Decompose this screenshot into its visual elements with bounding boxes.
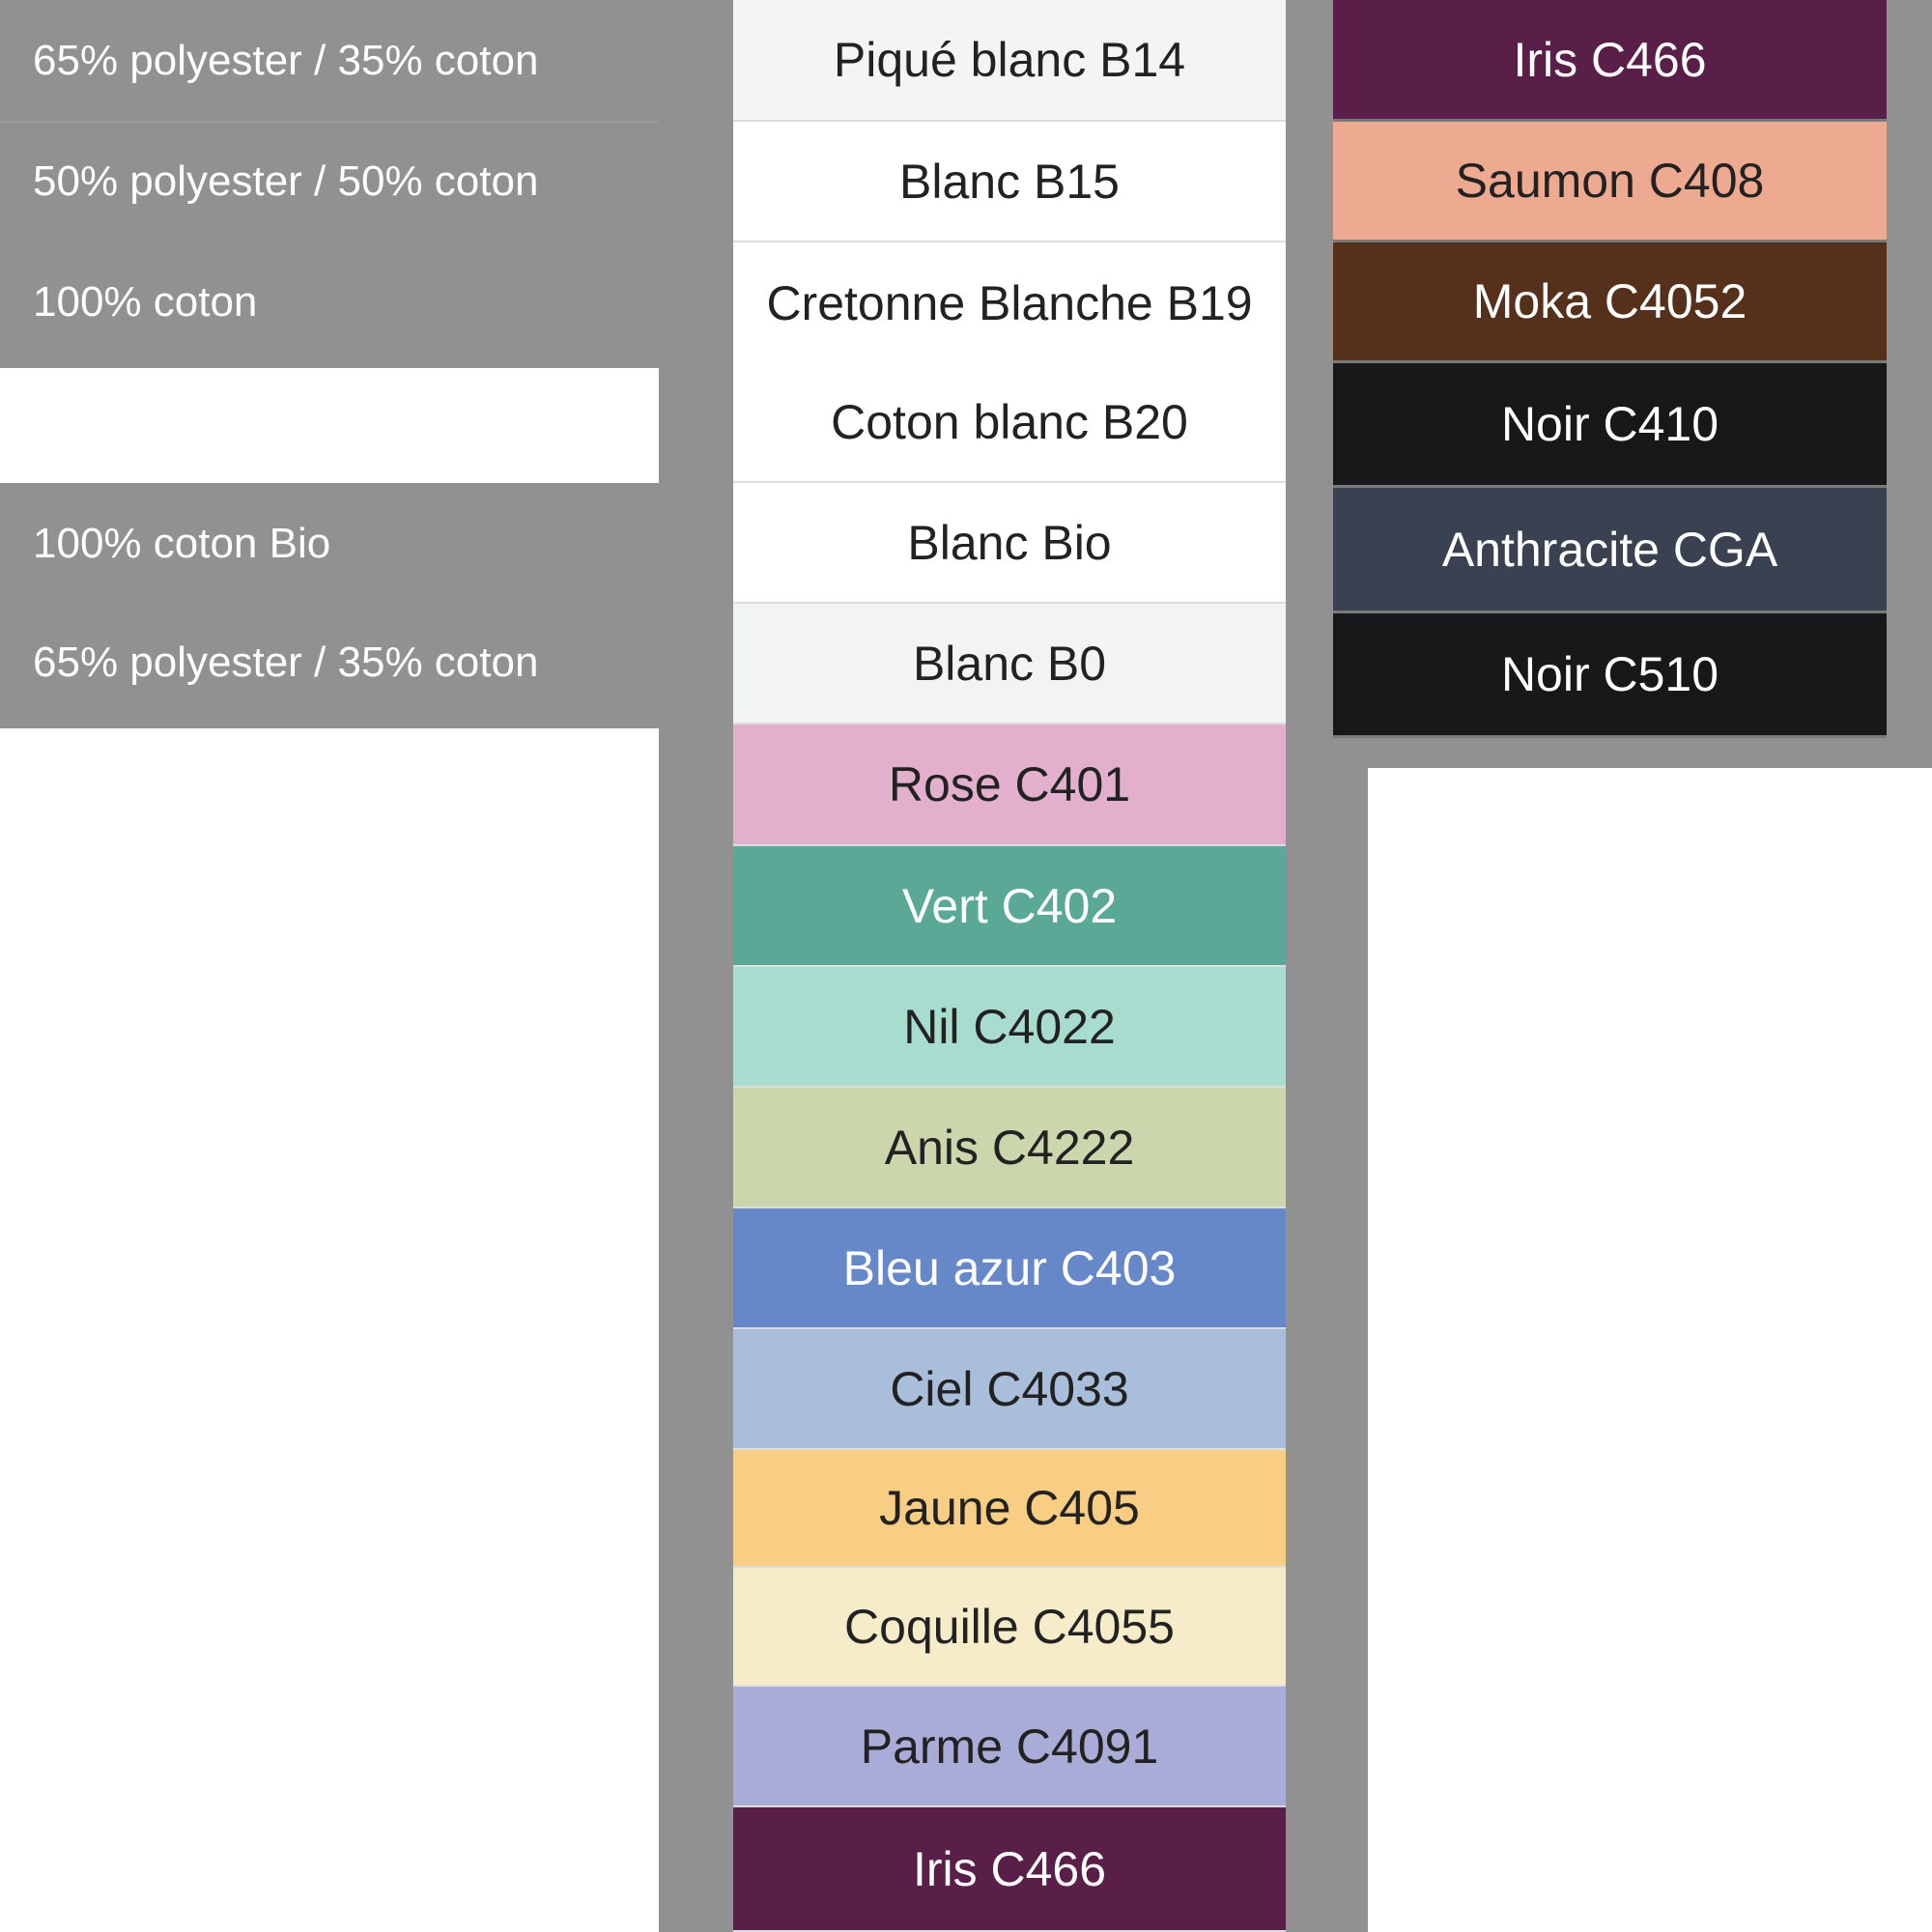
color-swatch[interactable]: Vert C402 bbox=[733, 846, 1286, 967]
color-swatch[interactable]: Piqué blanc B14 bbox=[733, 0, 1286, 122]
fabric-label: 100% coton Bio bbox=[33, 519, 331, 567]
gutter-left bbox=[659, 0, 733, 1932]
color-swatch[interactable]: Iris C466 bbox=[1333, 0, 1887, 122]
color-swatch[interactable]: Nil C4022 bbox=[733, 967, 1286, 1088]
left-panel-top bbox=[0, 0, 659, 368]
left-panel-bottom bbox=[0, 483, 659, 728]
color-swatch[interactable]: Coton blanc B20 bbox=[733, 363, 1286, 483]
color-swatch[interactable]: Blanc B15 bbox=[733, 122, 1286, 242]
color-swatch[interactable]: Blanc B0 bbox=[733, 604, 1286, 724]
color-swatch[interactable]: Moka C4052 bbox=[1333, 242, 1887, 363]
color-swatch[interactable]: Blanc Bio bbox=[733, 483, 1286, 604]
fabric-label: 50% polyester / 50% coton bbox=[33, 156, 539, 205]
left-divider bbox=[0, 121, 659, 123]
color-swatch[interactable]: Anis C4222 bbox=[733, 1088, 1286, 1208]
color-swatch[interactable]: Ciel C4033 bbox=[733, 1329, 1286, 1450]
color-swatch[interactable]: Coquille C4055 bbox=[733, 1568, 1286, 1687]
color-swatch[interactable]: Noir C410 bbox=[1333, 363, 1887, 488]
color-swatch[interactable]: Bleu azur C403 bbox=[733, 1208, 1286, 1329]
fabric-label: 65% polyester / 35% coton bbox=[33, 36, 539, 84]
color-swatch[interactable]: Jaune C405 bbox=[733, 1450, 1286, 1568]
color-swatch[interactable]: Parme C4091 bbox=[733, 1687, 1286, 1807]
fabric-label: 65% polyester / 35% coton bbox=[33, 638, 539, 686]
color-swatch[interactable]: Noir C510 bbox=[1333, 613, 1887, 738]
fabric-label: 100% coton bbox=[33, 277, 258, 326]
color-swatch[interactable]: Anthracite CGA bbox=[1333, 488, 1887, 613]
color-swatch[interactable]: Iris C466 bbox=[733, 1807, 1286, 1932]
color-swatch[interactable]: Saumon C408 bbox=[1333, 122, 1887, 242]
color-swatch[interactable]: Rose C401 bbox=[733, 724, 1286, 846]
color-swatch[interactable]: Cretonne Blanche B19 bbox=[733, 242, 1286, 363]
